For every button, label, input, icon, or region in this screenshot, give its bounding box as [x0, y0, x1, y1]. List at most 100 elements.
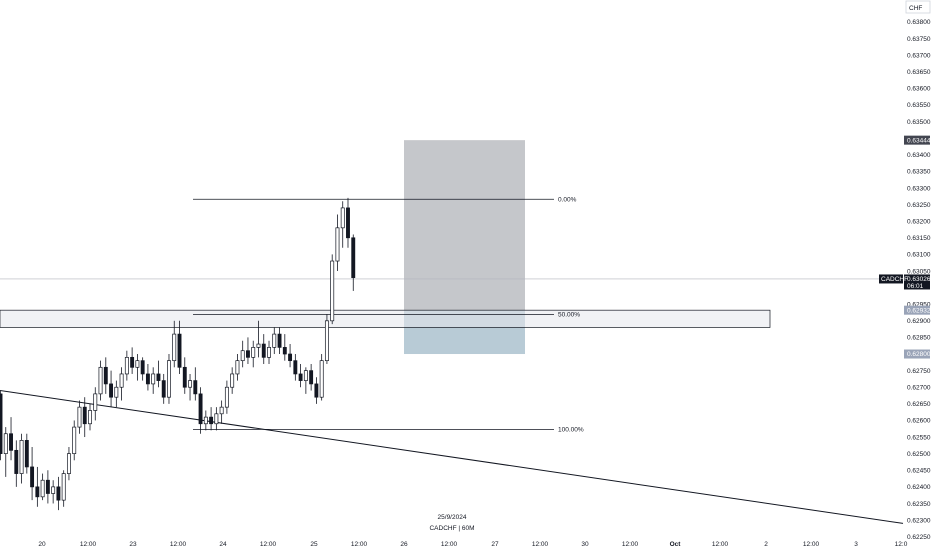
candle [151, 367, 156, 394]
time-tick-label: 12:00 [712, 541, 729, 548]
price-tag-bg [904, 305, 930, 315]
candle [130, 347, 135, 374]
price-tag-value: 0.63444 [907, 137, 931, 144]
candle-body [267, 347, 271, 358]
time-tick-label: 12:00 [351, 541, 368, 548]
candle [319, 354, 324, 401]
candle [172, 320, 177, 368]
price-tick-label: 0.62750 [907, 368, 931, 375]
candle [298, 363, 303, 388]
candle [9, 417, 13, 461]
candle [288, 344, 293, 368]
time-tick-label: Oct [670, 541, 682, 548]
candle [135, 354, 140, 381]
candles [0, 197, 356, 511]
candle-body [40, 479, 45, 498]
price-tick-label: 0.63350 [907, 169, 931, 176]
candle-body [230, 373, 235, 388]
candle [261, 334, 266, 364]
symbol-tag-label: CADCHF [881, 276, 908, 283]
candle-body [251, 347, 256, 358]
candle [114, 380, 119, 408]
candle [93, 387, 98, 421]
candle [346, 197, 350, 248]
fib-level-label: 100.00% [558, 426, 584, 433]
price-tag-bg [904, 135, 930, 145]
time-tick-label: 30 [581, 541, 589, 548]
time-tick-label: 12:00 [441, 541, 458, 548]
candle-body [261, 343, 266, 358]
candle-body [61, 473, 66, 501]
candle-body [130, 356, 135, 368]
candle [167, 354, 171, 404]
candle-body [240, 350, 245, 362]
candle-body [167, 360, 171, 398]
price-tick-label: 0.62450 [907, 468, 931, 475]
price-tick-label: 0.63500 [907, 119, 931, 126]
time-tick-label: 3 [854, 541, 858, 548]
candle-body [198, 393, 203, 425]
candle [309, 363, 314, 391]
candle [277, 327, 282, 355]
price-tick-label: 0.62700 [907, 385, 931, 392]
price-tick-label: 0.63150 [907, 235, 931, 242]
currency-badge[interactable]: CHF [905, 0, 931, 14]
candle-body [98, 366, 103, 395]
price-tag: 0.63444 [904, 135, 931, 145]
price-tag-value: 0.62800 [907, 351, 931, 358]
price-tick-label: 0.62600 [907, 418, 931, 425]
drawing-lines[interactable] [0, 198, 904, 524]
candle-body [309, 370, 314, 385]
candle-body [72, 426, 77, 455]
candle-body [103, 366, 108, 385]
price-tick-label: 0.63750 [907, 36, 931, 43]
symbol-tag-bg [879, 274, 903, 284]
candle-body [335, 227, 340, 262]
candle [103, 357, 108, 394]
candle [35, 466, 40, 507]
candle [267, 340, 271, 364]
candle-body [135, 360, 140, 368]
time-tick-label: 12:00 [622, 541, 639, 548]
price-tick-label: 0.63100 [907, 252, 931, 259]
candle-body [161, 380, 166, 398]
candle-body [293, 360, 298, 375]
candle [0, 390, 3, 461]
time-axis[interactable]: 20 12:00 23 12:00 24 12:00 25 12:00 26 12:00 27 12:… [38, 541, 907, 548]
support-zone[interactable] [0, 309, 771, 328]
candle [45, 470, 50, 504]
time-tick-label: 24 [219, 541, 227, 548]
position-box-upper [404, 140, 525, 311]
price-axis[interactable]: 0.63800 0.63750 0.63700 0.63650 0.63600 0.635… [907, 19, 931, 541]
candle [19, 433, 24, 484]
fib-labels: 0.00% 50.00% 100.00% [558, 196, 584, 433]
candle [209, 407, 214, 431]
candle-body [193, 380, 198, 395]
candle [282, 334, 287, 361]
candle-body [256, 343, 261, 348]
price-tick-label: 0.62500 [907, 451, 931, 458]
candle-body [214, 413, 219, 425]
time-tick-label: 26 [400, 541, 408, 548]
candle-body [109, 383, 114, 398]
price-tag-countdown: 06:01 [907, 283, 924, 290]
candle [198, 387, 203, 434]
time-tick-label: 23 [129, 541, 137, 548]
candle-body [319, 360, 324, 398]
candle-body [288, 353, 293, 362]
time-tick-label: 12:00 [80, 541, 97, 548]
candle [246, 337, 250, 364]
trend-line [0, 390, 904, 524]
candle-body [88, 410, 92, 425]
candle [119, 367, 124, 401]
candle-body [277, 333, 282, 348]
price-tick-label: 0.62850 [907, 335, 931, 342]
candle [14, 440, 19, 487]
time-tick-label: 12:00 [170, 541, 187, 548]
candle [82, 397, 87, 438]
candle-body [219, 406, 224, 415]
price-tag: 0.62800 [904, 349, 931, 359]
price-tick-label: 0.63600 [907, 86, 931, 93]
candle-body [324, 320, 329, 362]
